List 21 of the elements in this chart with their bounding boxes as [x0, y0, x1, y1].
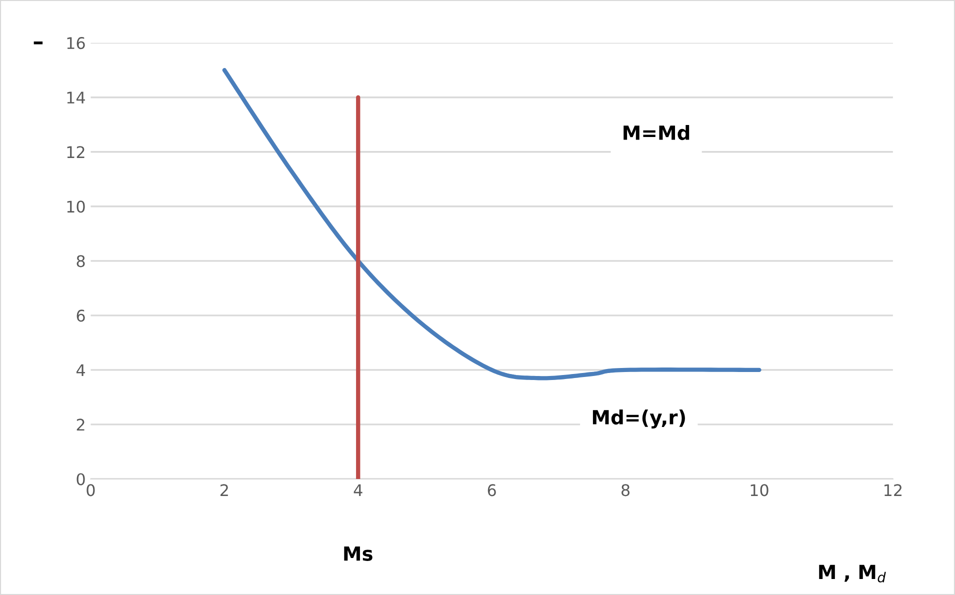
y-tick-label: 12 — [67, 146, 84, 158]
y-tick-label: 16 — [67, 37, 85, 50]
text: Ms — [344, 546, 372, 561]
x-tick-label: 0 — [86, 484, 95, 496]
y-tick-label: 6 — [76, 310, 85, 322]
x-tick-label: 12 — [884, 484, 902, 496]
series-label: Md=(y,r) — [592, 410, 685, 428]
y-tick-label: 14 — [67, 92, 85, 104]
x-tick-label: 6 — [488, 484, 496, 496]
y-tick-label: 8 — [76, 255, 85, 268]
y-tick-label: 0 — [76, 473, 85, 486]
y-tick-label: 4 — [76, 364, 85, 376]
x-axis-title: M , M$_{d}$ — [819, 564, 886, 582]
annotation: M=Md — [624, 125, 690, 140]
x-tick-label: 10 — [750, 484, 768, 496]
x-tick-label: 2 — [220, 484, 228, 496]
y-tick-label: 10 — [67, 200, 85, 213]
x-tick-label: 4 — [354, 484, 362, 496]
x-tick-label: 8 — [622, 484, 630, 496]
y-axis-title: – — [34, 41, 43, 44]
y-tick-label: 2 — [76, 418, 84, 431]
